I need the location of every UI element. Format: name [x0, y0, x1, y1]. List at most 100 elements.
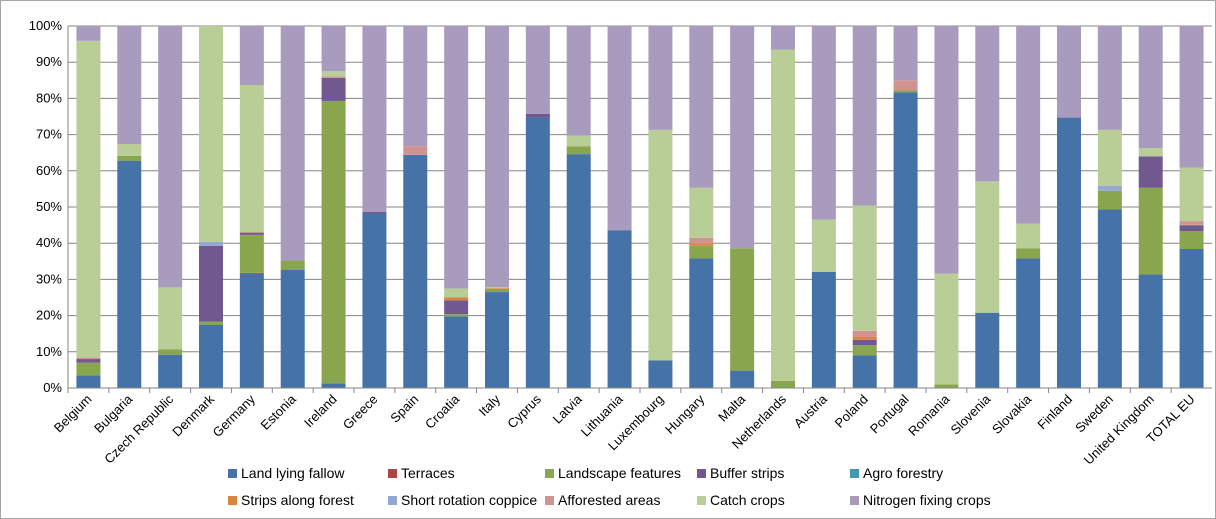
bar-segment	[566, 154, 591, 388]
bar-segment	[1097, 190, 1122, 210]
bar-segment	[525, 113, 550, 118]
legend-swatch	[228, 496, 237, 505]
y-tick-label: 100%	[29, 18, 63, 33]
bar-segment	[199, 245, 223, 322]
bar-stack-portugal	[893, 26, 918, 388]
bar-segment	[1097, 129, 1122, 186]
bar-segment	[117, 144, 142, 156]
y-tick-label: 70%	[36, 127, 62, 142]
bar-segment	[771, 380, 795, 388]
bar-segment	[321, 77, 346, 101]
bar-segment	[730, 248, 755, 371]
legend-label: Catch crops	[710, 492, 785, 508]
bar-segment	[689, 245, 714, 259]
bar-segment	[525, 117, 550, 388]
bar-segment	[444, 297, 469, 301]
bar-segment	[771, 49, 795, 381]
bar-segment	[280, 26, 305, 261]
bar-segment	[444, 314, 469, 317]
bar-segment	[280, 269, 305, 388]
bar-stack-italy	[485, 26, 509, 388]
bar-segment	[1138, 26, 1163, 148]
bar-segment	[1179, 225, 1204, 232]
legend-item: Buffer strips	[697, 465, 784, 481]
bar-segment	[444, 288, 469, 298]
bar-segment	[199, 26, 223, 242]
bar-segment	[444, 300, 469, 315]
bar-segment	[485, 287, 509, 289]
bar-stack-denmark	[199, 26, 223, 388]
legend-label: Nitrogen fixing crops	[863, 492, 991, 508]
bar-segment	[117, 160, 142, 388]
bar-segment	[1016, 258, 1041, 388]
bar-segment	[485, 26, 509, 288]
legend-swatch	[850, 496, 859, 505]
y-tick-label: 90%	[36, 54, 62, 69]
legend-label: Short rotation coppice	[401, 492, 537, 508]
bar-segment	[199, 241, 223, 246]
bar-segment	[1016, 248, 1041, 259]
legend-item: Agro forestry	[850, 465, 943, 481]
bar-stack-latvia	[566, 26, 591, 388]
bar-segment	[689, 237, 714, 244]
legend-swatch	[228, 469, 237, 478]
bar-segment	[239, 26, 264, 86]
bar-segment	[648, 26, 673, 130]
bar-segment	[566, 146, 591, 155]
bar-stack-lithuania	[607, 26, 632, 388]
bar-stack-czech-republic	[158, 26, 183, 388]
bar-stack-cyprus	[525, 26, 550, 388]
bar-segment	[403, 26, 428, 147]
bar-segment	[852, 355, 877, 388]
bar-segment	[811, 26, 836, 220]
legend-label: Landscape features	[558, 465, 681, 481]
y-tick-label: 20%	[36, 308, 62, 323]
bar-segment	[566, 26, 591, 136]
legend-label: Agro forestry	[863, 465, 943, 481]
bar-segment	[444, 26, 469, 289]
bar-segment	[852, 26, 877, 206]
bar-segment	[485, 292, 509, 388]
bar-segment	[689, 26, 714, 188]
bar-segment	[648, 129, 673, 361]
bar-segment	[158, 26, 183, 288]
bar-segment	[934, 26, 959, 274]
bar-segment	[76, 359, 101, 363]
bar-segment	[321, 71, 346, 77]
bar-stack-germany	[239, 26, 264, 388]
bar-segment	[689, 187, 714, 238]
bar-segment	[1097, 209, 1122, 388]
bar-stack-sweden	[1097, 26, 1122, 388]
bar-segment	[403, 154, 428, 388]
legend-item: Landscape features	[545, 465, 681, 481]
bar-segment	[76, 40, 101, 358]
bar-stack-croatia	[444, 26, 469, 388]
legend-swatch	[388, 469, 397, 478]
bar-stack-slovenia	[975, 26, 1000, 388]
bar-stack-bulgaria	[117, 26, 142, 388]
bar-segment	[199, 324, 223, 388]
bar-segment	[158, 349, 183, 355]
legend-swatch	[545, 496, 554, 505]
bar-segment	[117, 155, 142, 161]
bar-segment	[321, 26, 346, 72]
legend-label: Land lying fallow	[241, 465, 345, 481]
y-tick-label: 60%	[36, 163, 62, 178]
bar-segment	[934, 273, 959, 385]
bar-stack-netherlands	[771, 26, 795, 388]
y-tick-label: 0%	[43, 380, 62, 395]
bar-segment	[1138, 156, 1163, 188]
legend-item: Nitrogen fixing crops	[850, 492, 991, 508]
bar-segment	[607, 26, 632, 231]
y-tick-label: 30%	[36, 271, 62, 286]
bar-stack-greece	[362, 26, 387, 388]
bar-segment	[485, 288, 509, 293]
bar-segment	[852, 205, 877, 331]
bar-segment	[975, 26, 1000, 182]
bar-segment	[566, 135, 591, 147]
bar-segment	[362, 211, 387, 214]
bar-segment	[852, 330, 877, 337]
legend-item: Afforested areas	[545, 492, 660, 508]
bar-stack-total-eu	[1179, 26, 1204, 388]
